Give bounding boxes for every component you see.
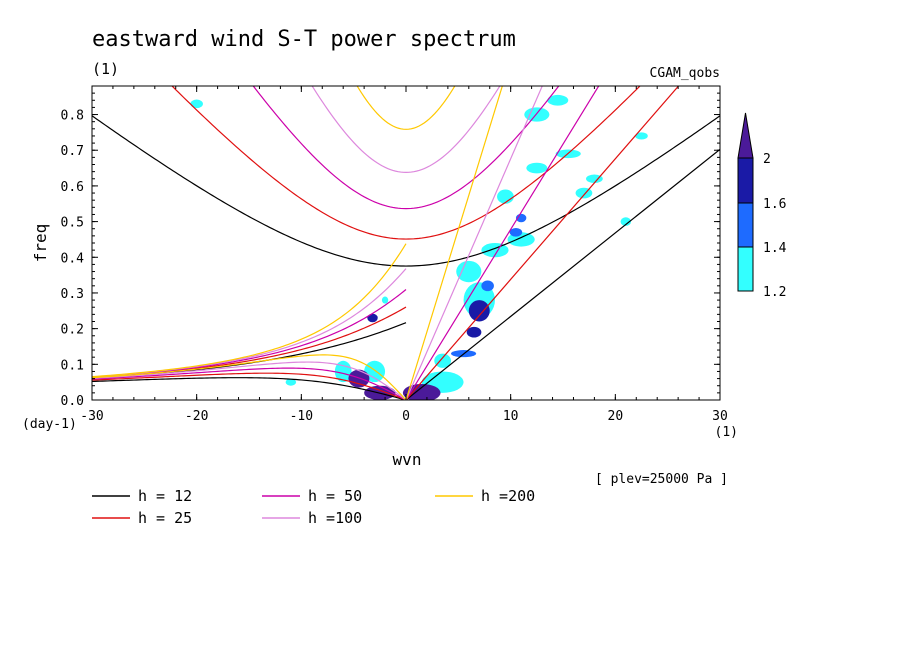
colorbar: 1.2 1.4 1.6 2: [737, 112, 787, 300]
y-axis-unit: (day-1): [22, 417, 77, 432]
y-axis-label: freq: [31, 224, 50, 263]
x-axis-unit: (1): [715, 425, 738, 440]
spectral-peak: [456, 260, 482, 283]
spectral-peak: [481, 280, 494, 292]
mixed-rossby-gravity-curve: [92, 243, 407, 378]
y-tick-label: 0.3: [61, 287, 84, 302]
spectral-peak: [526, 162, 548, 174]
kelvin-wave-curve: [405, 86, 680, 400]
colorbar-segment: [737, 246, 754, 292]
x-tick-label: -20: [185, 409, 208, 424]
colorbar-segment: [737, 157, 754, 204]
equatorial-rossby-curve: [92, 372, 407, 400]
inertio-gravity-curve: [311, 86, 501, 174]
kelvin-wave-curve: [405, 86, 600, 400]
spectral-peak: [497, 189, 514, 204]
x-tick-label: 0: [402, 409, 410, 424]
legend-label: h = 50: [308, 487, 362, 505]
chart-title: eastward wind S-T power spectrum: [92, 27, 516, 52]
spectral-peak: [402, 383, 441, 400]
curve-legend: h = 12 h = 25 h = 50 h =100 h =200: [92, 487, 535, 527]
legend-label: h =200: [481, 487, 535, 505]
colorbar-label: 2: [763, 152, 771, 167]
y-tick-label: 0.4: [61, 251, 85, 266]
legend-label: h = 12: [138, 487, 192, 505]
y-tick-label: 0.8: [61, 109, 84, 124]
kelvin-wave-curve: [405, 148, 720, 400]
inertio-gravity-curve: [356, 86, 456, 130]
spectral-peak: [468, 300, 490, 322]
x-tick-label: 10: [503, 409, 519, 424]
colorbar-label: 1.4: [763, 241, 787, 256]
x-tick-label: -30: [80, 409, 103, 424]
equatorial-rossby-curve: [92, 367, 407, 400]
spectral-peak: [466, 326, 482, 338]
inertio-gravity-curve: [252, 86, 560, 210]
axes: -30 -20 -10 0 10 20 30 0.0 0.1 0.2 0.3 0.4 0.5 0.6 0.7…: [61, 85, 728, 424]
spectral-peak: [285, 378, 297, 386]
x-axis-label: wvn: [393, 450, 422, 469]
legend-label: h = 25: [138, 509, 192, 527]
spectral-peak: [547, 94, 569, 106]
kelvin-wave-curve: [405, 86, 503, 400]
kelvin-wave-curve: [405, 86, 543, 400]
spectral-peak: [524, 107, 550, 122]
y-tick-label: 0.6: [61, 180, 84, 195]
colorbar-segment: [737, 202, 754, 248]
x-tick-label: 30: [712, 409, 728, 424]
y-tick-label: 0.2: [61, 323, 84, 338]
spectral-peak: [481, 243, 509, 258]
plev-annotation: [ plev=25000 Pa ]: [595, 472, 728, 487]
equatorial-rossby-curve: [92, 361, 407, 400]
spectral-peak: [367, 313, 378, 323]
inertio-gravity-curve: [92, 115, 720, 267]
colorbar-label: 1.6: [763, 197, 786, 212]
chart-subtitle-left: (1): [92, 60, 119, 78]
spectral-peak: [635, 132, 648, 140]
spectral-peak: [190, 99, 203, 109]
equatorial-rossby-curve: [92, 377, 407, 400]
legend-label: h =100: [308, 509, 362, 527]
spectral-peak: [381, 296, 389, 304]
spectral-peak: [620, 217, 632, 226]
y-tick-label: 0.1: [61, 358, 84, 373]
spectral-peak: [586, 174, 603, 184]
x-tick-label: 20: [608, 409, 624, 424]
equatorial-rossby-curve: [92, 354, 407, 400]
spectral-peak: [509, 228, 523, 237]
chart-subtitle-right: CGAM_qobs: [650, 66, 720, 81]
dispersion-curves: [92, 86, 720, 400]
y-tick-label: 0.7: [61, 144, 84, 159]
y-tick-label: 0.5: [61, 216, 84, 231]
spectral-peak: [575, 187, 593, 199]
plot-frame: [91, 85, 721, 401]
y-tick-label: 0.0: [61, 394, 84, 409]
x-tick-label: -10: [290, 409, 313, 424]
inertio-gravity-curve: [171, 86, 641, 240]
colorbar-extension-arrow: [737, 112, 754, 159]
spectral-peak: [434, 353, 452, 368]
colorbar-label: 1.2: [763, 285, 786, 300]
mixed-rossby-gravity-curve: [92, 306, 407, 379]
